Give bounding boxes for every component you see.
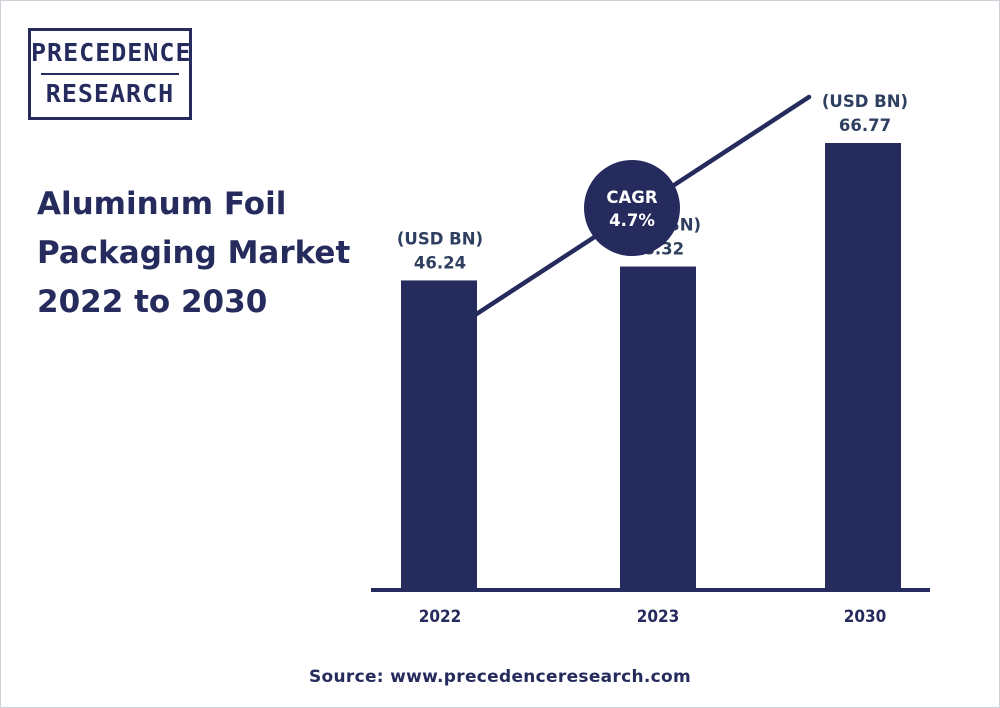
logo-line-1: PRECEDENCE [31, 38, 192, 67]
bar-2022 [401, 280, 477, 590]
title-line-1: Aluminum Foil [37, 186, 287, 222]
title-line-2: Packaging Market [37, 235, 351, 271]
logo-line-2: RESEARCH [45, 79, 175, 108]
cagr-circle [584, 160, 680, 256]
bar-value-label-2022: 46.24 [414, 253, 466, 272]
bar-2030 [825, 143, 901, 590]
bar-unit-label-2030: (USD BN) [822, 92, 908, 111]
x-tick-label-2023: 2023 [637, 607, 680, 627]
precedence-research-logo: PRECEDENCE RESEARCH [28, 28, 192, 120]
source-note: Source: www.precedenceresearch.com [308, 667, 692, 687]
title-line-3: 2022 to 2030 [37, 284, 268, 320]
bar-2023 [620, 266, 696, 590]
x-tick-label-2022: 2022 [419, 607, 462, 627]
logo-divider [41, 73, 179, 75]
cagr-label: CAGR [606, 188, 657, 207]
cagr-value: 4.7% [609, 211, 655, 230]
bar-value-label-2030: 66.77 [839, 116, 891, 135]
bar-unit-label-2022: (USD BN) [397, 229, 483, 248]
x-tick-label-2030: 2030 [844, 607, 887, 627]
chart-title: Aluminum Foil Packaging Market 2022 to 2… [37, 180, 397, 327]
